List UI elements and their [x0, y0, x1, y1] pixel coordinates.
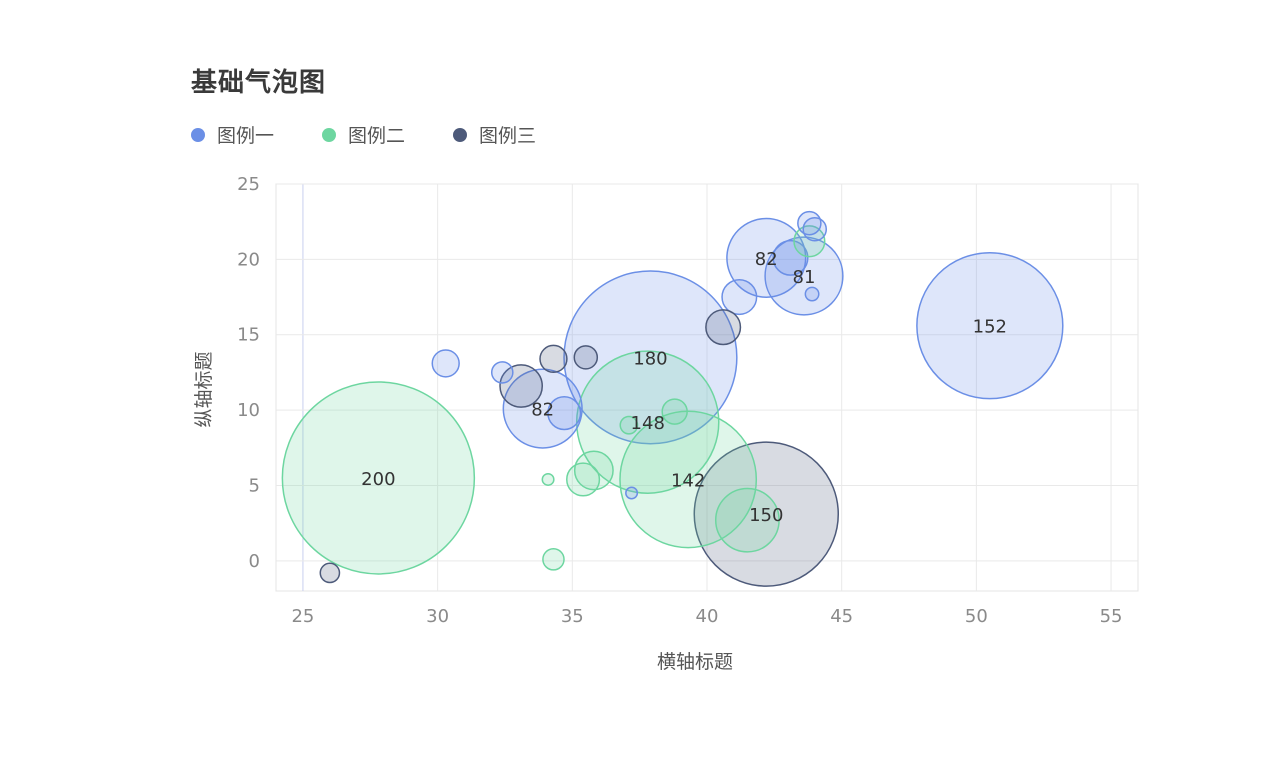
legend-item-series-1[interactable]: 图例一 — [191, 121, 274, 148]
bubble-series-1[interactable] — [547, 396, 582, 431]
y-axis-title: 纵轴标题 — [193, 351, 215, 427]
bubble-series-1[interactable] — [764, 236, 844, 316]
legend-swatch-2 — [322, 127, 337, 142]
bubble-series-1[interactable] — [726, 217, 807, 298]
y-tick-label: 5 — [249, 475, 260, 496]
bubble-labels: 200 180 152 150 148 142 82 82 81 — [361, 249, 1007, 526]
bubble-series-2[interactable] — [542, 548, 565, 571]
bubble-series-1[interactable] — [802, 216, 828, 242]
y-tick-label: 0 — [249, 551, 260, 572]
legend: 图例一 图例二 图例三 — [191, 121, 584, 148]
x-tick-label: 25 — [291, 606, 314, 627]
legend-swatch-3 — [453, 127, 468, 142]
bubble-data-label: 82 — [531, 400, 554, 421]
y-tick-label: 20 — [237, 249, 260, 270]
bubble-data-label: 180 — [633, 348, 667, 369]
x-tick-label: 35 — [561, 606, 584, 627]
bubble-series-2[interactable] — [714, 487, 780, 553]
legend-item-series-3[interactable]: 图例三 — [453, 121, 536, 148]
tick-labels: 25 30 35 40 45 50 55 0 5 10 15 20 25 — [237, 174, 1122, 627]
bubble-data-label: 81 — [793, 267, 816, 288]
bubble-series-1[interactable] — [625, 486, 639, 500]
x-tick-label: 50 — [965, 606, 988, 627]
bubble-series-3[interactable] — [693, 441, 840, 587]
bubble-data-label: 200 — [361, 469, 395, 490]
bubble-series-2[interactable] — [619, 415, 639, 435]
bubble-series-2[interactable] — [281, 381, 476, 575]
y-tick-label: 10 — [237, 400, 260, 421]
y-tick-label: 25 — [237, 174, 260, 195]
legend-label-3: 图例三 — [479, 125, 537, 147]
x-tick-label: 45 — [830, 606, 853, 627]
x-tick-label: 30 — [426, 606, 449, 627]
bubble-series-3[interactable] — [573, 345, 599, 370]
bubble-series-2[interactable] — [793, 225, 826, 258]
bubble-series-1[interactable] — [772, 239, 809, 276]
bubble-series-3[interactable] — [705, 309, 742, 346]
bubble-series-1[interactable] — [431, 349, 460, 378]
legend-label-1: 图例一 — [217, 125, 275, 147]
bubbles — [281, 210, 1064, 587]
bubble-series-2[interactable] — [566, 462, 601, 497]
bubble-series-2[interactable] — [661, 398, 688, 425]
bubble-series-2[interactable] — [619, 410, 758, 549]
bubble-series-1[interactable] — [721, 279, 758, 316]
bubble-series-1[interactable] — [490, 361, 514, 384]
bubble-data-label: 82 — [755, 249, 778, 270]
bubble-series-3[interactable] — [319, 562, 341, 584]
x-axis-title: 横轴标题 — [657, 651, 733, 673]
axis-titles: 横轴标题 纵轴标题 — [193, 351, 733, 673]
bubble-data-label: 148 — [631, 413, 665, 434]
bubble-series-3[interactable] — [539, 344, 568, 374]
bubble-series-1[interactable] — [916, 251, 1064, 400]
bubble-series-1[interactable] — [563, 270, 738, 445]
bubble-series-2[interactable] — [541, 472, 555, 486]
x-tick-label: 40 — [696, 606, 719, 627]
bubble-data-label: 152 — [973, 317, 1007, 338]
grid — [275, 183, 1139, 592]
bubble-series-2[interactable] — [573, 450, 614, 491]
bubble-series-1[interactable] — [502, 368, 583, 449]
x-tick-label: 55 — [1100, 606, 1123, 627]
bubble-data-label: 142 — [671, 470, 705, 491]
bubble-series-2[interactable] — [575, 350, 720, 494]
chart-title: 基础气泡图 — [191, 68, 327, 98]
bubble-series-1[interactable] — [804, 286, 820, 302]
bubble-data-label: 150 — [749, 505, 783, 526]
legend-swatch-1 — [191, 127, 205, 142]
legend-item-series-2[interactable]: 图例二 — [322, 121, 405, 148]
legend-label-2: 图例二 — [348, 125, 406, 147]
y-tick-label: 15 — [237, 325, 260, 346]
bubble-series-3[interactable] — [499, 364, 544, 408]
